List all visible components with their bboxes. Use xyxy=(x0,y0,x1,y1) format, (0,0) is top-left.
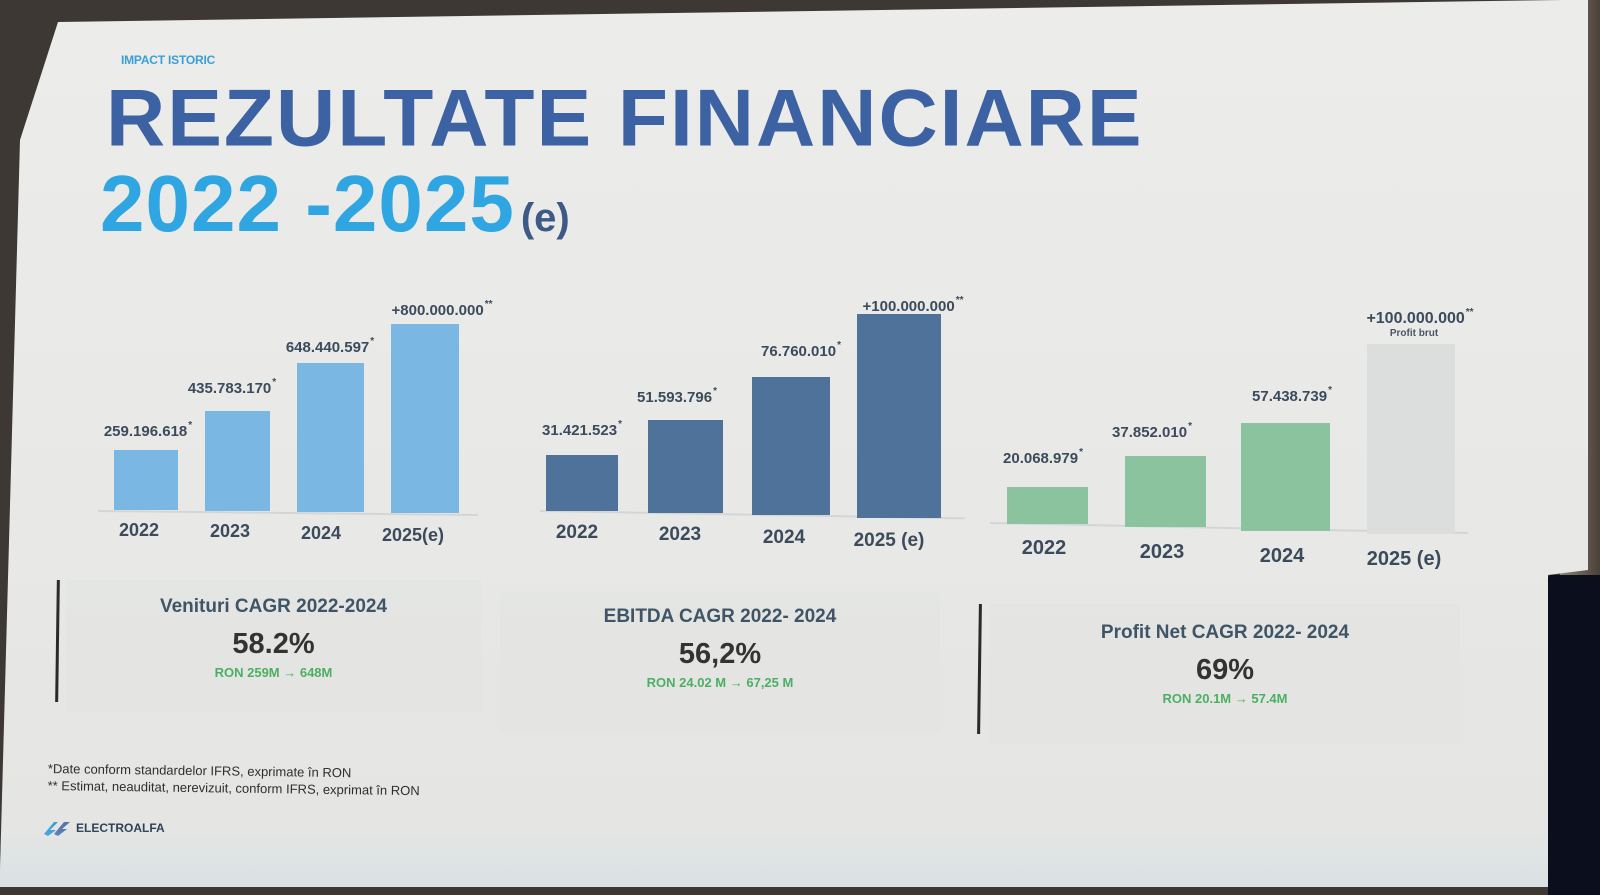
kpi-divider-right xyxy=(977,603,982,735)
revenue-bar-2024 xyxy=(297,363,364,512)
ebitda-xtick-2022: 2022 xyxy=(555,522,599,543)
profit-label-2024: 57.438.739* xyxy=(1252,385,1332,405)
kpi-profit-cagr: Profit Net CAGR 2022- 2024 69% RON 20.1M… xyxy=(990,604,1460,744)
kpi-ebitda-value: 56,2% xyxy=(678,638,762,670)
profit-bar-2023 xyxy=(1125,456,1206,527)
profit-label-2022: 20.068.979* xyxy=(1003,447,1083,467)
ebitda-bar-2023 xyxy=(648,420,723,513)
kpi-profit-sub: RON 20.1M → 57.4M xyxy=(1162,691,1288,706)
kpi-profit-value: 69% xyxy=(1195,654,1255,686)
revenue-bar-2022 xyxy=(114,450,178,510)
ebitda-bar-2024 xyxy=(752,377,830,515)
revenue-label-2025e: +800.000.000** xyxy=(391,299,493,319)
electroalfa-logo: ELECTROALFA xyxy=(40,818,165,838)
kpi-ebitda-sub: RON 24.02 M → 67,25 M xyxy=(646,675,794,690)
kpi-revenue-title: Venituri CAGR 2022-2024 xyxy=(159,596,388,617)
profit-label-2023: 37.852.010* xyxy=(1112,421,1192,441)
profit-bar-2022 xyxy=(1007,487,1088,524)
footnotes: *Date conform standardelor IFRS, exprima… xyxy=(48,760,421,799)
revenue-label-2024: 648.440.597* xyxy=(285,336,375,356)
estimate-suffix: (e) xyxy=(520,196,570,240)
kpi-ebitda-cagr: EBITDA CAGR 2022- 2024 56,2% RON 24.02 M… xyxy=(500,592,940,732)
revenue-label-2022: 259.196.618* xyxy=(103,420,193,440)
revenue-bar-2025e xyxy=(391,324,459,513)
revenue-xtick-2023: 2023 xyxy=(209,521,251,541)
kpi-revenue-cagr: Venituri CAGR 2022-2024 58.2% RON 259M →… xyxy=(66,580,481,712)
ebitda-bar-2025e xyxy=(857,314,941,518)
revenue-xtick-2025e: 2025(e) xyxy=(381,525,445,545)
kpi-profit-title: Profit Net CAGR 2022- 2024 xyxy=(1100,622,1350,643)
ebitda-label-2025e: +100.000.000** xyxy=(862,295,964,315)
ebitda-label-2024: 76.760.010* xyxy=(761,340,841,360)
ebitda-xtick-2023: 2023 xyxy=(658,524,702,545)
profit-bar-2024 xyxy=(1241,423,1330,531)
electroalfa-logo-icon xyxy=(44,822,70,836)
profit-xtick-2022: 2022 xyxy=(1021,537,1067,559)
slide-title: REZULTATE FINANCIARE xyxy=(106,73,1144,164)
ebitda-xtick-2024: 2024 xyxy=(762,527,806,548)
ebitda-label-2022: 31.421.523* xyxy=(542,419,622,439)
kpi-ebitda-title: EBITDA CAGR 2022- 2024 xyxy=(603,606,837,627)
revenue-bar-2023 xyxy=(205,411,270,511)
logo-text: ELECTROALFA xyxy=(76,821,165,835)
revenue-xtick-2024: 2024 xyxy=(300,523,342,543)
revenue-xtick-2022: 2022 xyxy=(118,520,160,540)
ebitda-label-2023: 51.593.796* xyxy=(637,386,717,406)
revenue-label-2023: 435.783.170* xyxy=(187,377,277,397)
slide-subtitle-years: 2022 -2025 (e) xyxy=(100,158,570,250)
kpi-divider-left xyxy=(55,579,60,703)
years-range: 2022 -2025 xyxy=(100,159,515,248)
foreground-monitor xyxy=(1548,575,1600,895)
profit-xtick-2023: 2023 xyxy=(1139,541,1185,563)
profit-xtick-2024: 2024 xyxy=(1259,545,1305,567)
profit-xtick-2025e: 2025 (e) xyxy=(1366,548,1442,570)
profit-bar-2025e xyxy=(1367,344,1455,534)
ebitda-bar-2022 xyxy=(546,455,618,511)
ebitda-xtick-2025e: 2025 (e) xyxy=(853,530,925,551)
section-kicker: IMPACT ISTORIC xyxy=(121,53,216,67)
profit-label-2025e: +100.000.000** xyxy=(1366,307,1474,327)
kpi-revenue-sub: RON 259M → 648M xyxy=(214,665,333,680)
kpi-revenue-value: 58.2% xyxy=(232,628,315,660)
profit-annotation-2025e: Profit brut xyxy=(1389,328,1439,339)
